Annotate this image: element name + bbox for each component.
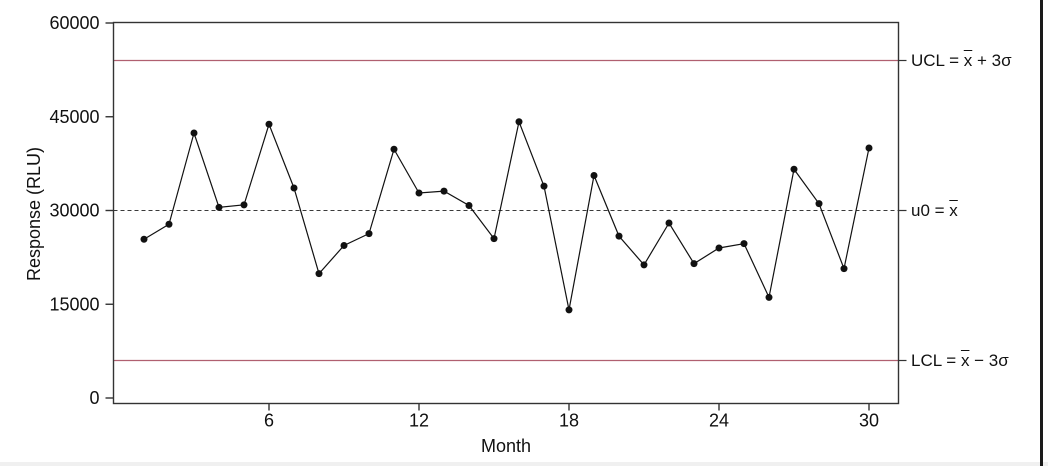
data-point: [765, 293, 773, 301]
y-tick-label: 60000: [49, 13, 99, 33]
data-point: [590, 172, 598, 179]
x-tick-label: 18: [559, 411, 579, 431]
data-point: [790, 165, 798, 173]
y-tick-label: 15000: [49, 294, 99, 314]
x-tick-label: 24: [709, 411, 729, 431]
data-point: [415, 189, 423, 197]
lcl-label-suffix: − 3σ: [969, 350, 1009, 370]
lcl-label-xbar: x: [960, 350, 970, 370]
data-point: [565, 306, 573, 314]
x-axis-title: Month: [480, 436, 532, 456]
data-point: [865, 144, 873, 152]
data-point: [340, 242, 348, 249]
data-point: [640, 261, 648, 269]
data-point: [140, 235, 148, 243]
data-point: [240, 201, 248, 209]
ucl-label-suffix: + 3σ: [972, 50, 1012, 70]
u0-label-xbar: x: [949, 200, 958, 220]
data-point: [265, 120, 273, 128]
data-point: [215, 203, 223, 211]
lcl-label: LCL = x − 3σ: [911, 351, 1009, 371]
ucl-label-prefix: UCL =: [911, 50, 964, 70]
data-point: [740, 240, 748, 248]
window-right-border: [1040, 0, 1043, 466]
plot-frame: [112, 21, 900, 405]
data-point: [690, 260, 698, 268]
u0-label-prefix: u0 =: [911, 200, 950, 220]
x-tick-label: 12: [409, 411, 429, 431]
lcl-label-prefix: LCL =: [911, 350, 961, 370]
data-point: [190, 129, 198, 137]
data-point: [165, 220, 173, 228]
x-tick-label: 30: [859, 411, 879, 431]
data-point: [540, 182, 548, 190]
y-tick-label: 45000: [49, 107, 99, 127]
data-point: [840, 265, 848, 273]
data-point: [515, 118, 523, 126]
y-tick-label: 0: [89, 388, 99, 408]
data-point: [465, 202, 473, 209]
y-axis-title: Response (RLU): [24, 146, 44, 282]
y-tick-label: 30000: [49, 201, 99, 221]
data-point: [390, 145, 398, 153]
data-point: [665, 219, 673, 227]
u0-label: u0 = x: [911, 201, 958, 221]
data-line: [143, 119, 870, 310]
data-point: [440, 187, 448, 195]
data-point: [315, 270, 323, 278]
data-point: [290, 184, 298, 192]
window-bottom-edge: [0, 462, 1048, 466]
data-point: [490, 235, 498, 243]
data-point: [365, 230, 373, 238]
data-point: [715, 244, 723, 252]
ucl-label-xbar: x: [963, 50, 973, 70]
data-point: [615, 232, 623, 240]
ucl-label: UCL = x + 3σ: [911, 51, 1012, 71]
data-point: [815, 200, 823, 208]
x-tick-label: 6: [264, 411, 274, 431]
